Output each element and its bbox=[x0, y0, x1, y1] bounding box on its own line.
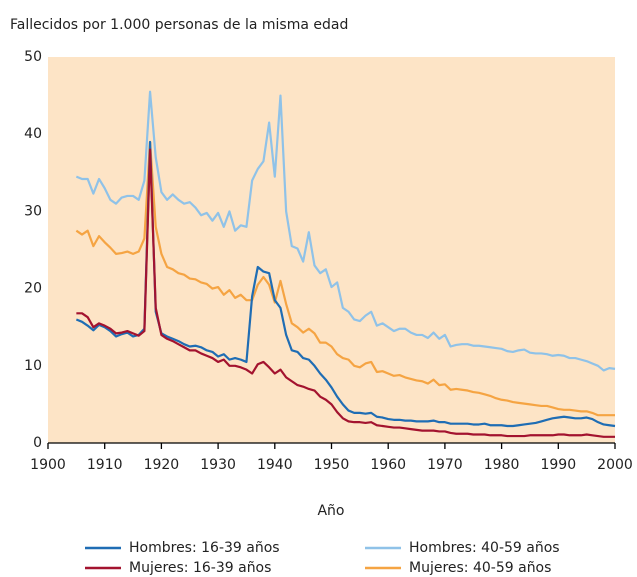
x-tick-label: 1990 bbox=[540, 457, 576, 473]
chart-title: Fallecidos por 1.000 personas de la mism… bbox=[10, 17, 348, 33]
x-tick-label: 1930 bbox=[200, 457, 236, 473]
y-tick-label: 10 bbox=[24, 358, 42, 374]
x-tick-label: 1900 bbox=[30, 457, 66, 473]
legend-label: Mujeres: 16-39 años bbox=[129, 560, 271, 576]
y-tick-label: 30 bbox=[24, 203, 42, 219]
x-tick-label: 1960 bbox=[370, 457, 406, 473]
x-axis-title: Año bbox=[317, 503, 344, 519]
x-tick-label: 1950 bbox=[314, 457, 350, 473]
legend-label: Hombres: 16-39 años bbox=[129, 540, 280, 556]
series-line bbox=[75, 90, 616, 372]
series-line bbox=[76, 148, 615, 438]
x-tick-label: 1940 bbox=[257, 457, 293, 473]
legend-label: Mujeres: 40-59 años bbox=[409, 560, 551, 576]
plot-background bbox=[48, 57, 615, 443]
y-tick-label: 20 bbox=[24, 281, 42, 297]
x-tick-label: 1910 bbox=[87, 457, 123, 473]
x-tick-label: 1920 bbox=[144, 457, 180, 473]
series-line bbox=[75, 140, 615, 417]
y-tick-label: 40 bbox=[24, 126, 42, 142]
x-tick-label: 2000 bbox=[597, 457, 633, 473]
legend-label: Hombres: 40-59 años bbox=[409, 540, 560, 556]
y-tick-label: 50 bbox=[24, 49, 42, 65]
x-tick-label: 1970 bbox=[427, 457, 463, 473]
y-tick-label: 0 bbox=[33, 435, 42, 451]
series-line bbox=[75, 140, 616, 428]
x-tick-label: 1980 bbox=[484, 457, 520, 473]
